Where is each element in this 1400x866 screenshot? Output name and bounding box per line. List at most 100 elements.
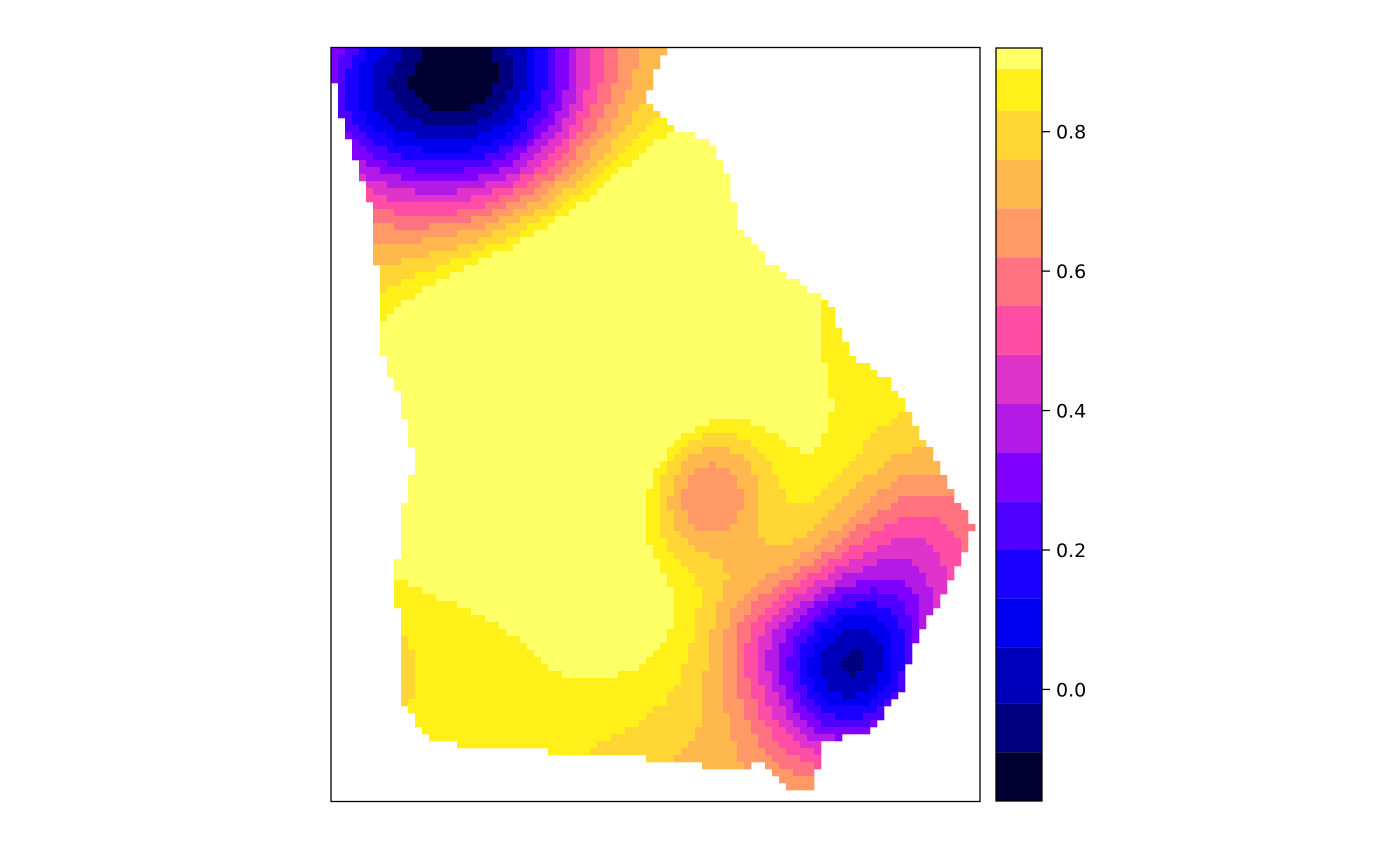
map-cell xyxy=(562,90,570,98)
map-cell xyxy=(569,111,577,119)
map-cell xyxy=(464,405,472,413)
map-cell xyxy=(898,475,906,483)
map-cell xyxy=(737,503,745,511)
map-cell xyxy=(443,419,451,427)
map-cell xyxy=(576,202,584,210)
map-cell xyxy=(583,545,591,553)
map-cell xyxy=(499,433,507,441)
map-cell xyxy=(639,265,647,273)
map-cell xyxy=(436,202,444,210)
map-cell xyxy=(758,321,766,329)
map-cell xyxy=(443,384,451,392)
map-cell xyxy=(352,104,360,112)
map-cell xyxy=(590,517,598,525)
map-cell xyxy=(478,293,486,301)
map-cell xyxy=(527,62,535,70)
map-cell xyxy=(548,503,556,511)
map-cell xyxy=(639,111,647,119)
map-cell xyxy=(590,188,598,196)
map-cell xyxy=(443,272,451,280)
map-cell xyxy=(681,244,689,252)
map-cell xyxy=(800,293,808,301)
map-cell xyxy=(611,391,619,399)
map-cell xyxy=(548,181,556,189)
map-cell xyxy=(744,349,752,357)
map-cell xyxy=(541,370,549,378)
map-cell xyxy=(541,531,549,539)
map-cell xyxy=(499,342,507,350)
map-cell xyxy=(856,440,864,448)
map-cell xyxy=(478,461,486,469)
map-cell xyxy=(590,237,598,245)
map-cell xyxy=(625,272,633,280)
map-cell xyxy=(478,307,486,315)
map-cell xyxy=(520,545,528,553)
map-cell xyxy=(415,188,423,196)
map-cell xyxy=(499,384,507,392)
map-cell xyxy=(667,405,675,413)
map-cell xyxy=(590,482,598,490)
map-cell xyxy=(562,573,570,581)
map-cell xyxy=(632,69,640,77)
map-cell xyxy=(744,356,752,364)
map-cell xyxy=(464,538,472,546)
map-cell xyxy=(702,461,710,469)
map-cell xyxy=(618,461,626,469)
map-cell xyxy=(429,62,437,70)
map-cell xyxy=(863,517,871,525)
map-cell xyxy=(884,426,892,434)
map-cell xyxy=(604,132,612,140)
map-cell xyxy=(730,475,738,483)
map-cell xyxy=(835,440,843,448)
map-cell xyxy=(429,293,437,301)
map-cell xyxy=(429,328,437,336)
map-cell xyxy=(429,349,437,357)
map-cell xyxy=(429,489,437,497)
map-cell xyxy=(737,559,745,567)
map-cell xyxy=(541,118,549,126)
map-cell xyxy=(716,475,724,483)
map-cell xyxy=(625,293,633,301)
map-cell xyxy=(590,328,598,336)
map-cell xyxy=(828,377,836,385)
map-cell xyxy=(499,160,507,168)
map-cell xyxy=(485,461,493,469)
map-cell xyxy=(527,580,535,588)
map-cell xyxy=(758,272,766,280)
map-cell xyxy=(702,342,710,350)
map-cell xyxy=(401,272,409,280)
map-cell xyxy=(625,146,633,154)
map-cell xyxy=(751,503,759,511)
map-cell xyxy=(653,174,661,182)
map-cell xyxy=(716,293,724,301)
map-cell xyxy=(674,244,682,252)
map-cell xyxy=(702,559,710,567)
map-cell xyxy=(926,573,934,581)
map-cell xyxy=(485,167,493,175)
map-cell xyxy=(919,573,927,581)
map-cell xyxy=(562,356,570,364)
map-cell xyxy=(681,146,689,154)
map-cell xyxy=(611,398,619,406)
map-cell xyxy=(723,335,731,343)
map-cell xyxy=(576,314,584,322)
map-cell xyxy=(898,419,906,427)
map-cell xyxy=(408,426,416,434)
map-cell xyxy=(681,237,689,245)
map-cell xyxy=(842,447,850,455)
map-cell xyxy=(576,559,584,567)
map-cell xyxy=(779,566,787,574)
map-cell xyxy=(429,90,437,98)
map-cell xyxy=(611,216,619,224)
map-cell xyxy=(709,468,717,476)
map-cell xyxy=(674,279,682,287)
map-cell xyxy=(709,335,717,343)
map-cell xyxy=(632,132,640,140)
map-cell xyxy=(681,356,689,364)
map-cell xyxy=(723,545,731,553)
map-cell xyxy=(422,587,430,595)
map-cell xyxy=(436,503,444,511)
map-cell xyxy=(415,377,423,385)
map-cell xyxy=(534,496,542,504)
map-cell xyxy=(821,587,829,595)
